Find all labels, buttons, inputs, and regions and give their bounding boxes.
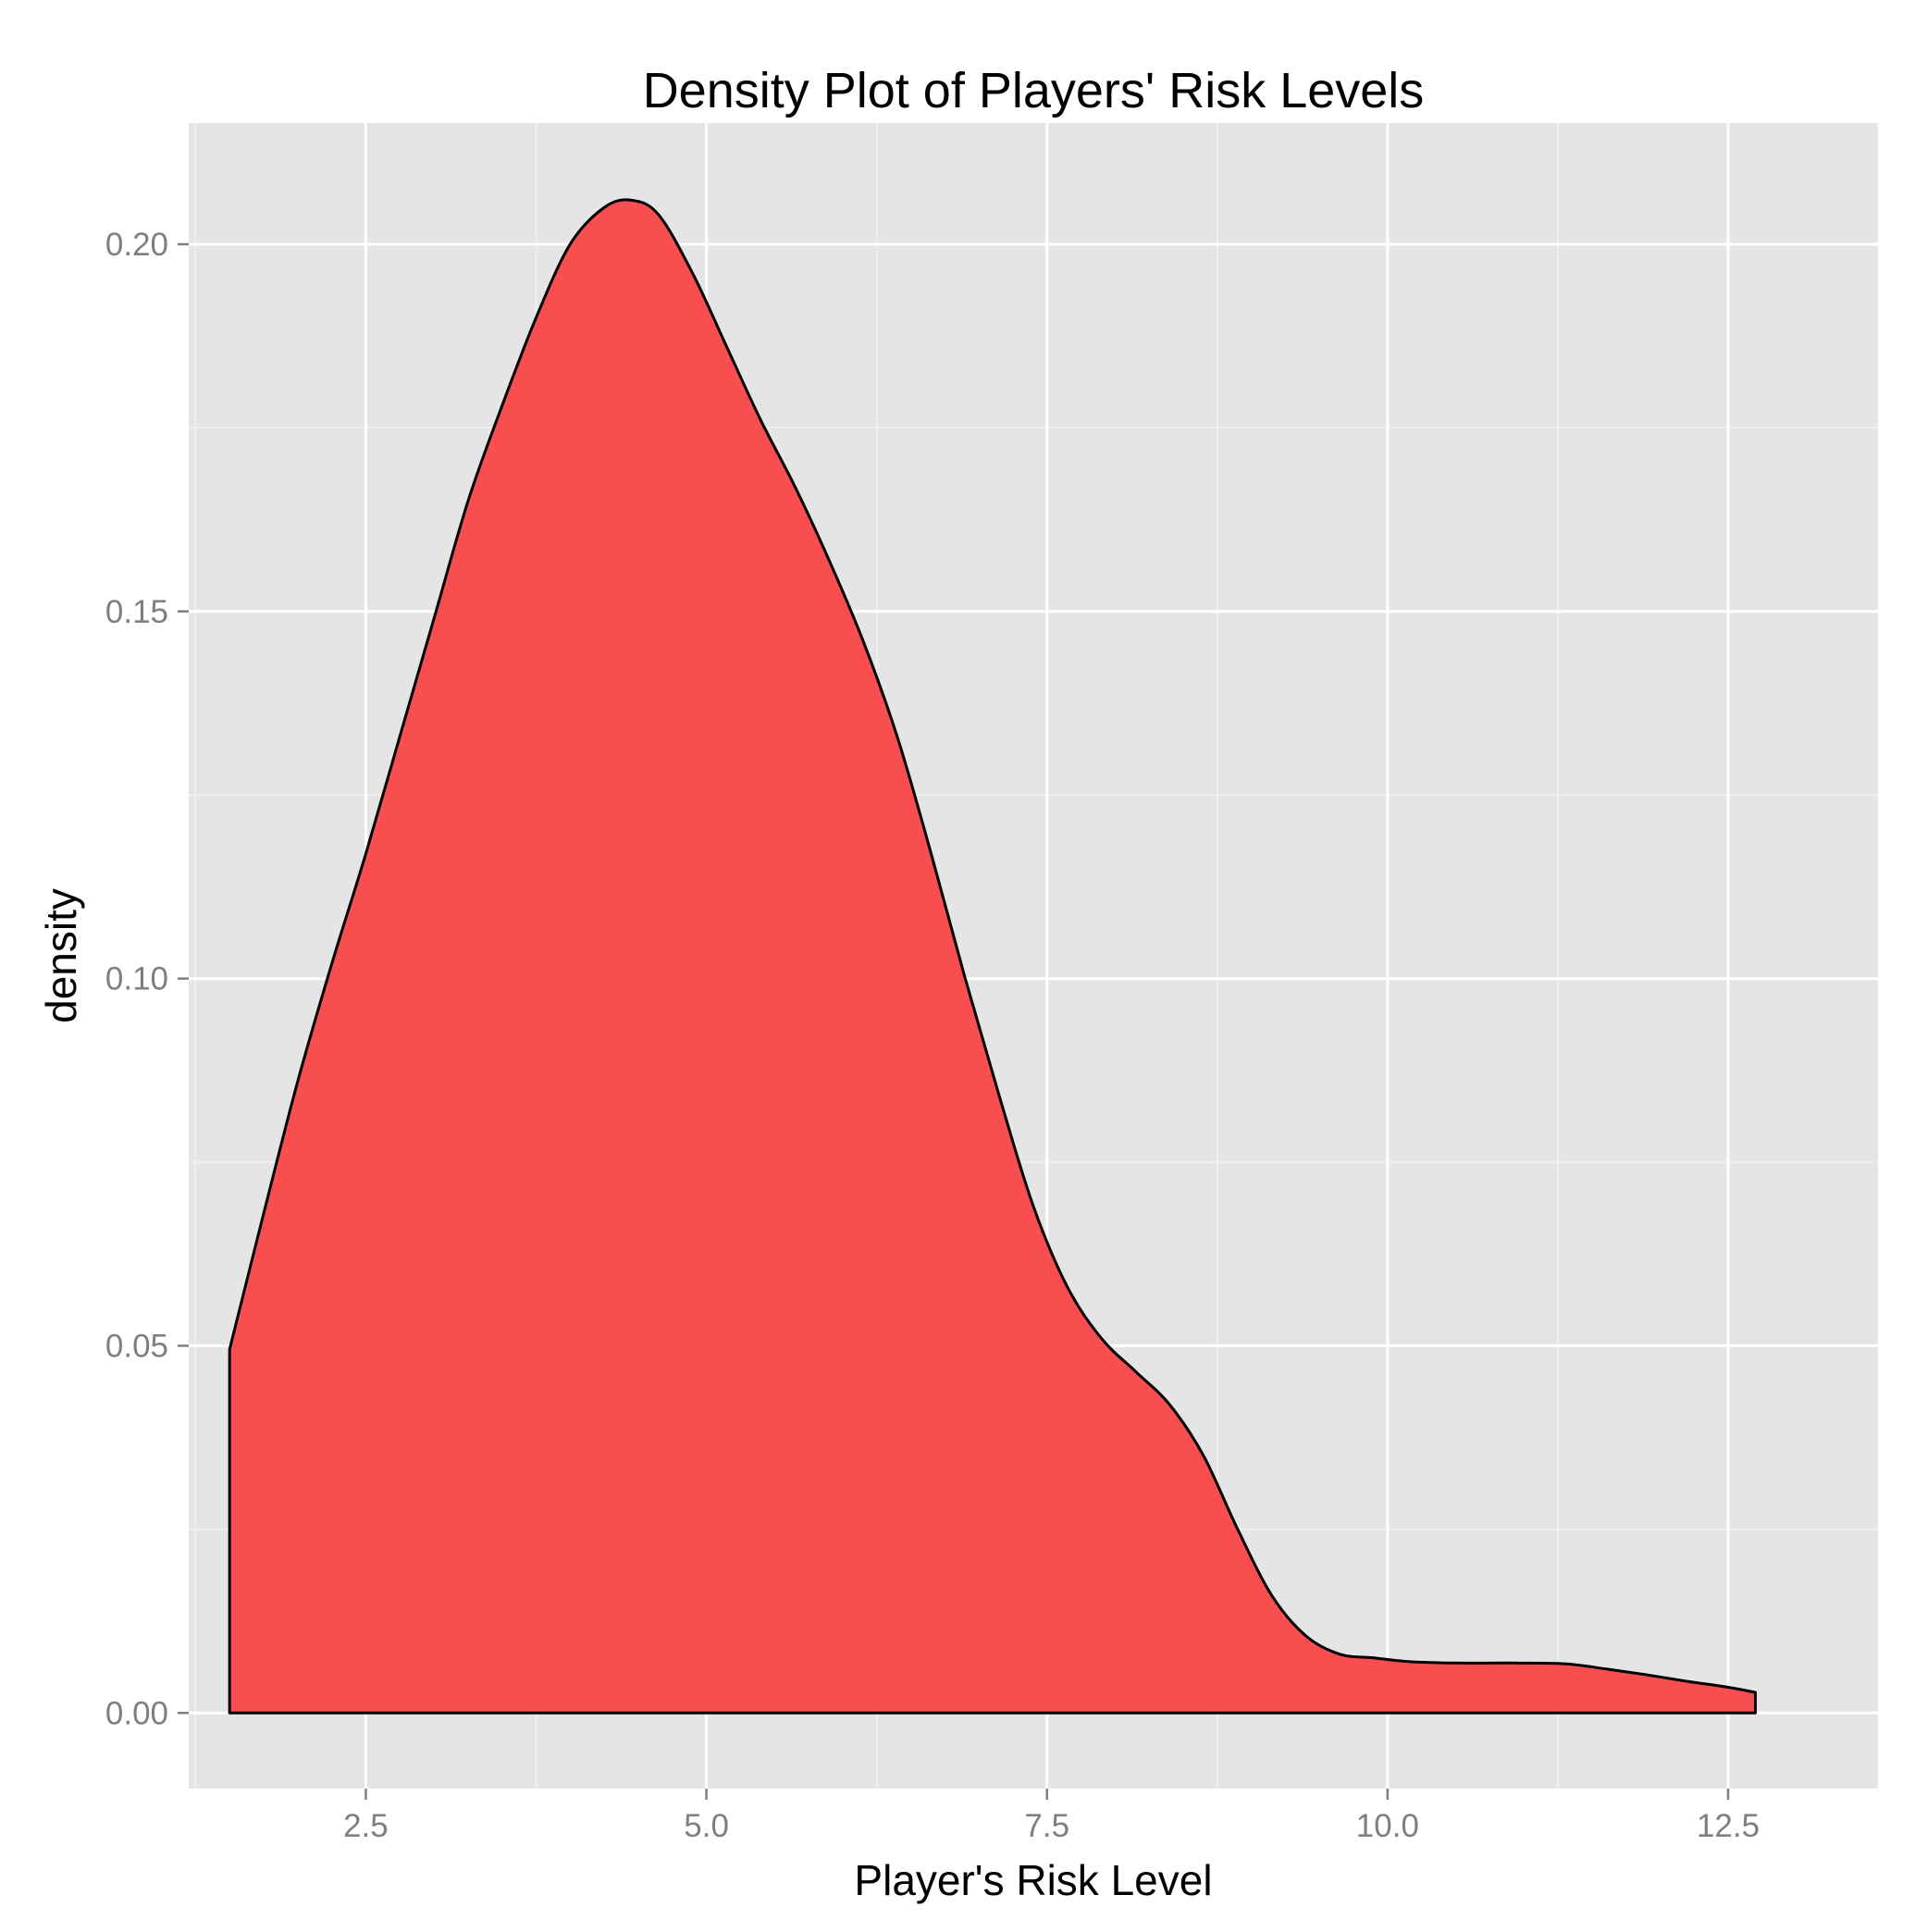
density-area bbox=[228, 198, 1757, 1715]
x-tick-label: 12.5 bbox=[1697, 1808, 1760, 1844]
y-tick-label: 0.15 bbox=[105, 594, 168, 630]
y-axis-ticks: 0.00 0.05 0.10 0.15 0.20 bbox=[105, 227, 189, 1731]
y-tick-label: 0.05 bbox=[105, 1328, 168, 1364]
x-tick-label: 7.5 bbox=[1024, 1808, 1069, 1844]
x-tick-label: 10.0 bbox=[1356, 1808, 1419, 1844]
x-tick-label: 5.0 bbox=[684, 1808, 729, 1844]
y-tick-label: 0.00 bbox=[105, 1695, 168, 1731]
y-tick-label: 0.10 bbox=[105, 961, 168, 997]
x-tick-label: 2.5 bbox=[343, 1808, 389, 1844]
x-axis-title: Player's Risk Level bbox=[854, 1856, 1212, 1904]
y-tick-label: 0.20 bbox=[105, 227, 168, 263]
chart-title: Density Plot of Players' Risk Levels bbox=[643, 63, 1425, 118]
x-axis-ticks: 2.5 5.0 7.5 10.0 12.5 bbox=[343, 1789, 1760, 1844]
y-axis-title: density bbox=[37, 888, 85, 1023]
